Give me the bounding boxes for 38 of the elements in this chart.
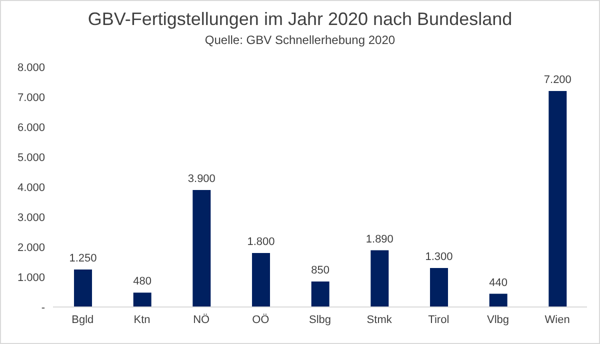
x-tick-label: Slbg: [308, 314, 332, 326]
x-tick-label: NÖ: [193, 312, 210, 326]
chart-title: GBV-Fertigstellungen im Jahr 2020 nach Bundesland: [86, 9, 514, 30]
bar: [548, 91, 567, 307]
bar: [370, 250, 389, 307]
data-label: 1.300: [425, 251, 453, 263]
bar: [489, 294, 508, 307]
bar: [430, 268, 448, 307]
y-tick-label: 7.000: [17, 92, 45, 104]
x-tick-label: Wien: [544, 314, 570, 326]
x-tick-label: OÖ: [252, 312, 270, 326]
y-tick-label: 8.000: [17, 62, 45, 74]
bar: [74, 270, 92, 307]
y-tick-label: 2.000: [17, 242, 45, 254]
bar: [252, 253, 270, 307]
data-label: 1.890: [366, 233, 394, 246]
data-label: 7.200: [544, 74, 572, 86]
y-tick-label: -: [41, 302, 46, 314]
data-label: 480: [133, 276, 152, 288]
y-tick-label: 6.000: [17, 122, 45, 134]
bar: [133, 292, 152, 307]
x-tick-label: Ktn: [134, 314, 150, 326]
bar: [311, 282, 330, 307]
y-tick-label: 3.000: [17, 212, 45, 224]
y-tick-label: 4.000: [17, 182, 45, 194]
data-label: 1.250: [69, 252, 97, 264]
bar: [192, 190, 211, 307]
data-label: 3.900: [188, 173, 216, 185]
y-tick-label: 1.000: [17, 272, 45, 284]
data-label: 850: [311, 264, 330, 276]
x-tick-label: Vlbg: [486, 314, 510, 326]
x-tick-label: Bgld: [72, 314, 94, 326]
data-label: 1.800: [247, 236, 275, 248]
x-tick-label: Tirol: [428, 314, 450, 326]
y-tick-label: 5.000: [17, 152, 45, 164]
chart-subtitle: Quelle: GBV Schnellerhebung 2020: [204, 33, 396, 47]
x-tick-label: Stmk: [366, 314, 392, 326]
data-label: 440: [489, 276, 508, 289]
